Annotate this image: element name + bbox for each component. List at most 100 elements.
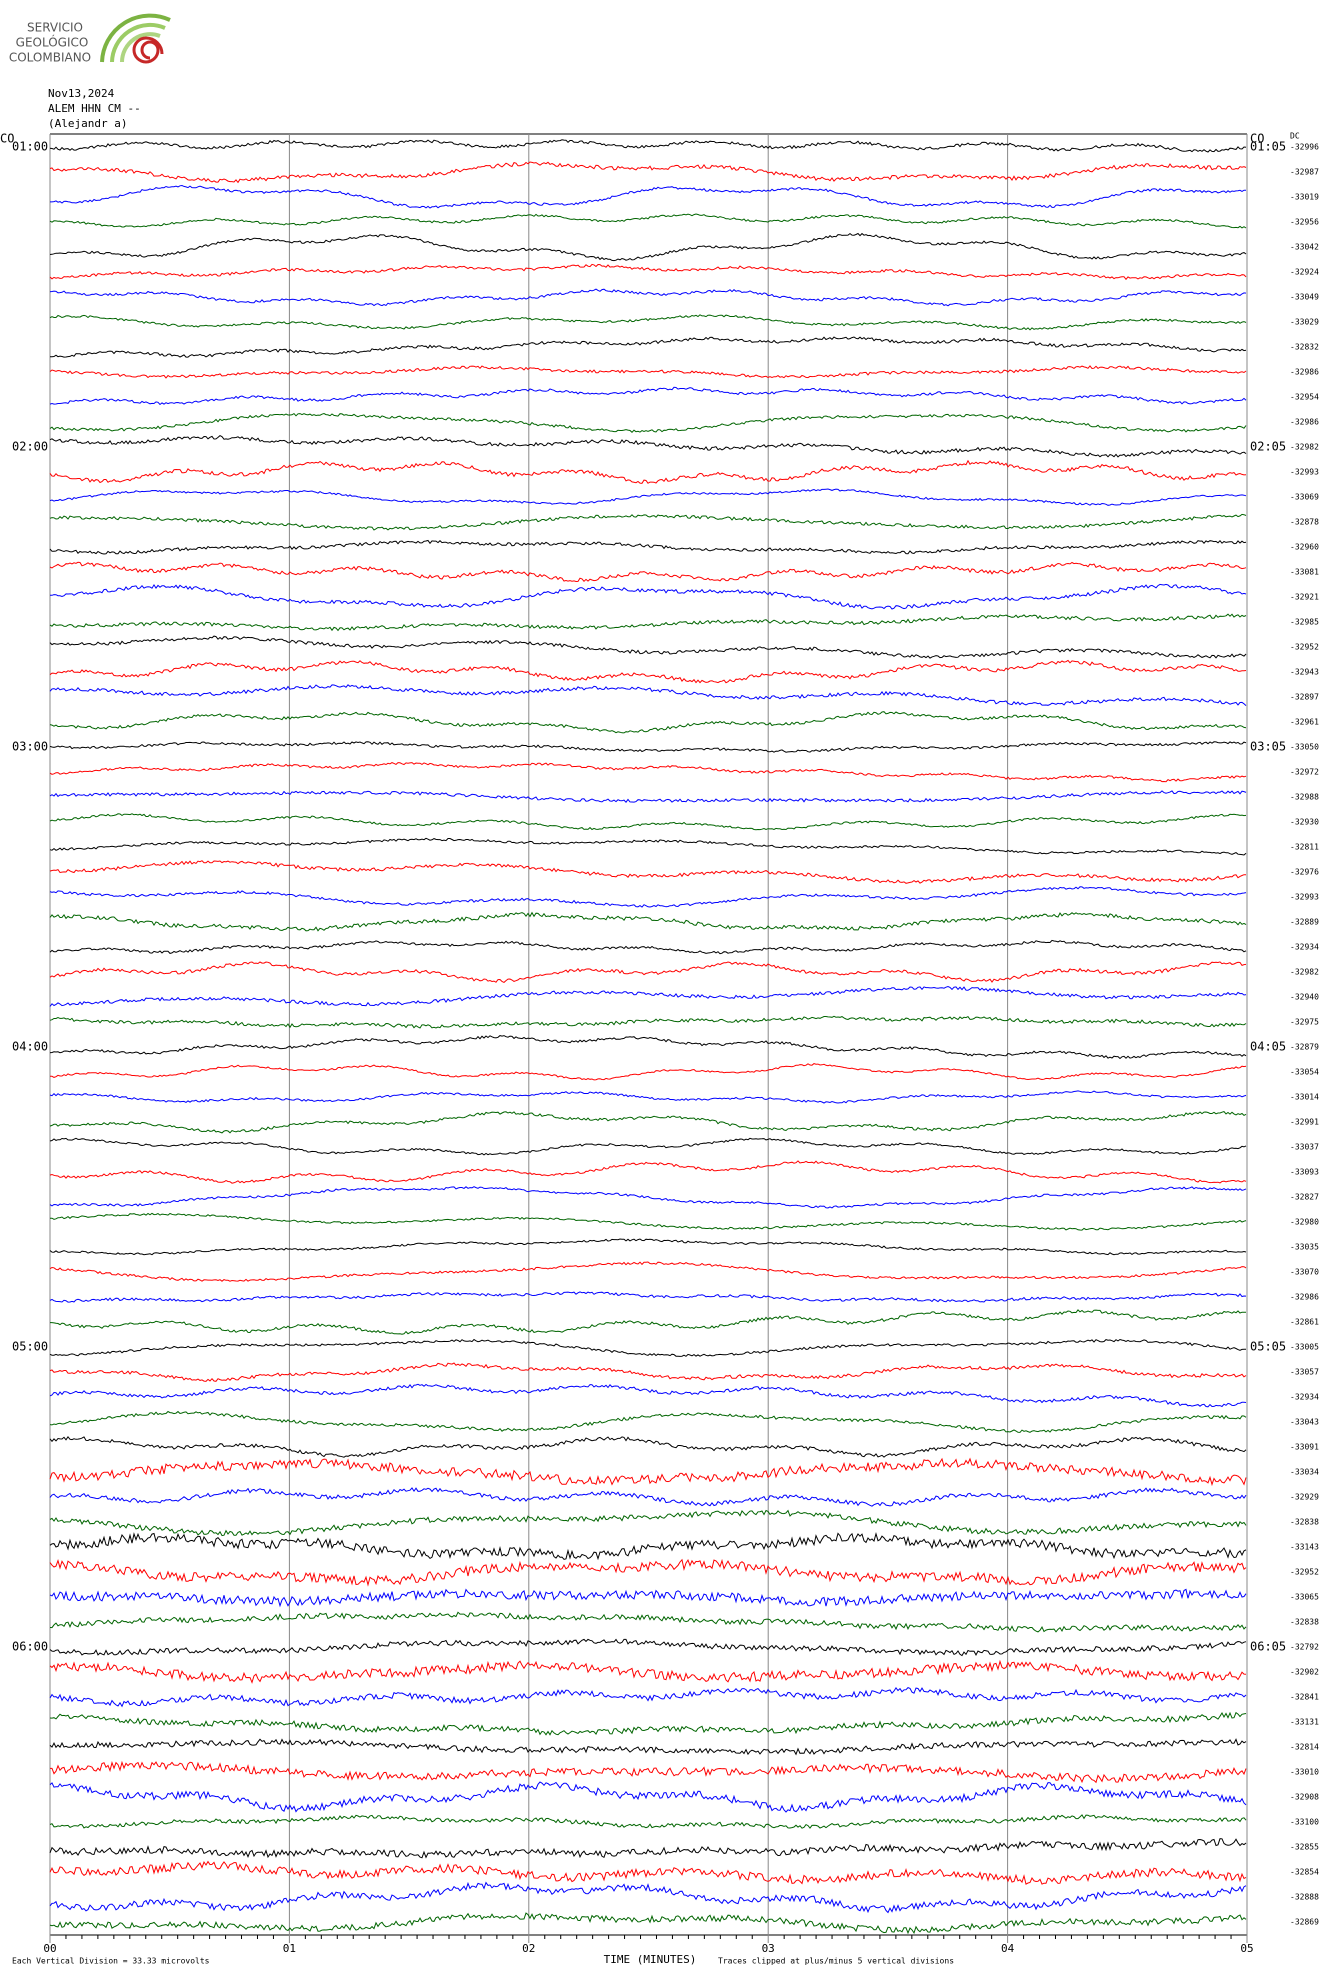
dc-value: -32814 [1290, 1743, 1319, 1752]
dc-value: -33029 [1290, 318, 1319, 327]
x-axis-label: TIME (MINUTES) [604, 1953, 697, 1966]
dc-value: -33070 [1290, 1268, 1319, 1277]
dc-value: -33014 [1290, 1093, 1319, 1102]
dc-value: -32993 [1290, 893, 1319, 902]
trace [49, 1814, 1247, 1829]
trace [49, 1531, 1247, 1561]
trace [49, 613, 1247, 632]
trace [49, 1509, 1247, 1537]
dc-value: -33050 [1290, 743, 1319, 752]
trace [49, 561, 1247, 583]
trace [49, 434, 1247, 458]
hour-label-left: 06:00 [12, 1640, 48, 1654]
dc-value: -32986 [1290, 418, 1319, 427]
trace [49, 139, 1247, 153]
trace [49, 1338, 1247, 1357]
trace [49, 1137, 1247, 1156]
dc-value: -33081 [1290, 568, 1319, 577]
trace [49, 314, 1247, 331]
footer-left: Each Vertical Division = 33.33 microvolt… [12, 1957, 210, 1966]
trace [50, 1212, 1247, 1231]
trace [49, 985, 1247, 1007]
trace [49, 213, 1247, 229]
trace [49, 1383, 1247, 1408]
x-tick-label: 02 [522, 1942, 535, 1955]
trace [49, 1035, 1247, 1060]
dc-value: -32854 [1290, 1868, 1319, 1877]
trace [49, 790, 1247, 803]
trace [49, 1487, 1247, 1507]
trace [49, 762, 1247, 783]
trace [49, 161, 1247, 184]
trace [49, 1687, 1247, 1708]
dc-value: -32986 [1290, 1293, 1319, 1302]
trace [49, 1410, 1247, 1433]
dc-value: -32985 [1290, 618, 1319, 627]
logo-arc [100, 13, 171, 63]
hour-label-right: 01:05 [1250, 140, 1286, 154]
dc-value: -32934 [1290, 1393, 1319, 1402]
trace [49, 1912, 1247, 1935]
dc-value: -33042 [1290, 243, 1319, 252]
dc-value: -32930 [1290, 818, 1319, 827]
trace [49, 1781, 1247, 1813]
trace [49, 1435, 1247, 1458]
dc-value: -32993 [1290, 468, 1319, 477]
dc-value: -32940 [1290, 993, 1319, 1002]
dc-value: -32921 [1290, 593, 1319, 602]
trace [49, 1291, 1247, 1303]
dc-value: -33010 [1290, 1768, 1319, 1777]
x-tick-label: 04 [1001, 1942, 1015, 1955]
hour-label-left: 03:00 [12, 740, 48, 754]
trace [49, 1588, 1247, 1608]
trace [49, 635, 1247, 659]
dc-value: -33093 [1290, 1168, 1319, 1177]
trace [49, 1860, 1247, 1885]
dc-value: -32943 [1290, 668, 1319, 677]
dc-value: -32889 [1290, 918, 1319, 927]
trace [49, 860, 1246, 884]
dc-value: -32952 [1290, 1568, 1319, 1577]
dc-value: -32841 [1290, 1693, 1319, 1702]
logo-arc [110, 22, 166, 63]
trace [49, 1711, 1247, 1736]
trace [49, 1261, 1247, 1282]
trace [49, 513, 1247, 531]
dc-value: -33057 [1290, 1368, 1319, 1377]
dc-value: -33065 [1290, 1593, 1319, 1602]
trace [49, 1558, 1247, 1587]
dc-value: -32838 [1290, 1618, 1319, 1627]
hour-label-right: 03:05 [1250, 740, 1286, 754]
logo: SERVICIO GEOLÓGICO COLOMBIANO [9, 13, 171, 65]
dc-value: -32982 [1290, 443, 1319, 452]
dc-value: -32855 [1290, 1843, 1319, 1852]
dc-value: -33034 [1290, 1468, 1319, 1477]
dc-value: -32908 [1290, 1793, 1319, 1802]
logo-text: SERVICIO [27, 21, 83, 35]
header-station: ALEM HHN CM -- [48, 102, 141, 115]
dc-value: -33035 [1290, 1243, 1319, 1252]
dc-value: -33100 [1290, 1818, 1319, 1827]
dc-value: -32811 [1290, 843, 1319, 852]
dc-value: -33054 [1290, 1068, 1319, 1077]
hour-label-left: 05:00 [12, 1340, 48, 1354]
trace [49, 1362, 1247, 1382]
trace [49, 365, 1247, 379]
dc-value: -32960 [1290, 543, 1319, 552]
x-tick-label: 05 [1240, 1942, 1253, 1955]
dc-value: -32996 [1290, 143, 1319, 152]
dc-value: -33143 [1290, 1543, 1319, 1552]
x-tick-label: 03 [762, 1942, 775, 1955]
trace [49, 939, 1247, 955]
trace [49, 1838, 1247, 1859]
hour-label-left: 01:00 [12, 140, 48, 154]
network-left: CO [0, 132, 14, 146]
dc-value: -32832 [1290, 343, 1319, 352]
hour-label-right: 06:05 [1250, 1640, 1286, 1654]
dc-value: -33049 [1290, 293, 1319, 302]
dc-value: -33019 [1290, 193, 1319, 202]
dc-value: -33091 [1290, 1443, 1319, 1452]
trace [49, 288, 1247, 307]
trace [49, 911, 1247, 932]
trace [50, 1760, 1247, 1784]
